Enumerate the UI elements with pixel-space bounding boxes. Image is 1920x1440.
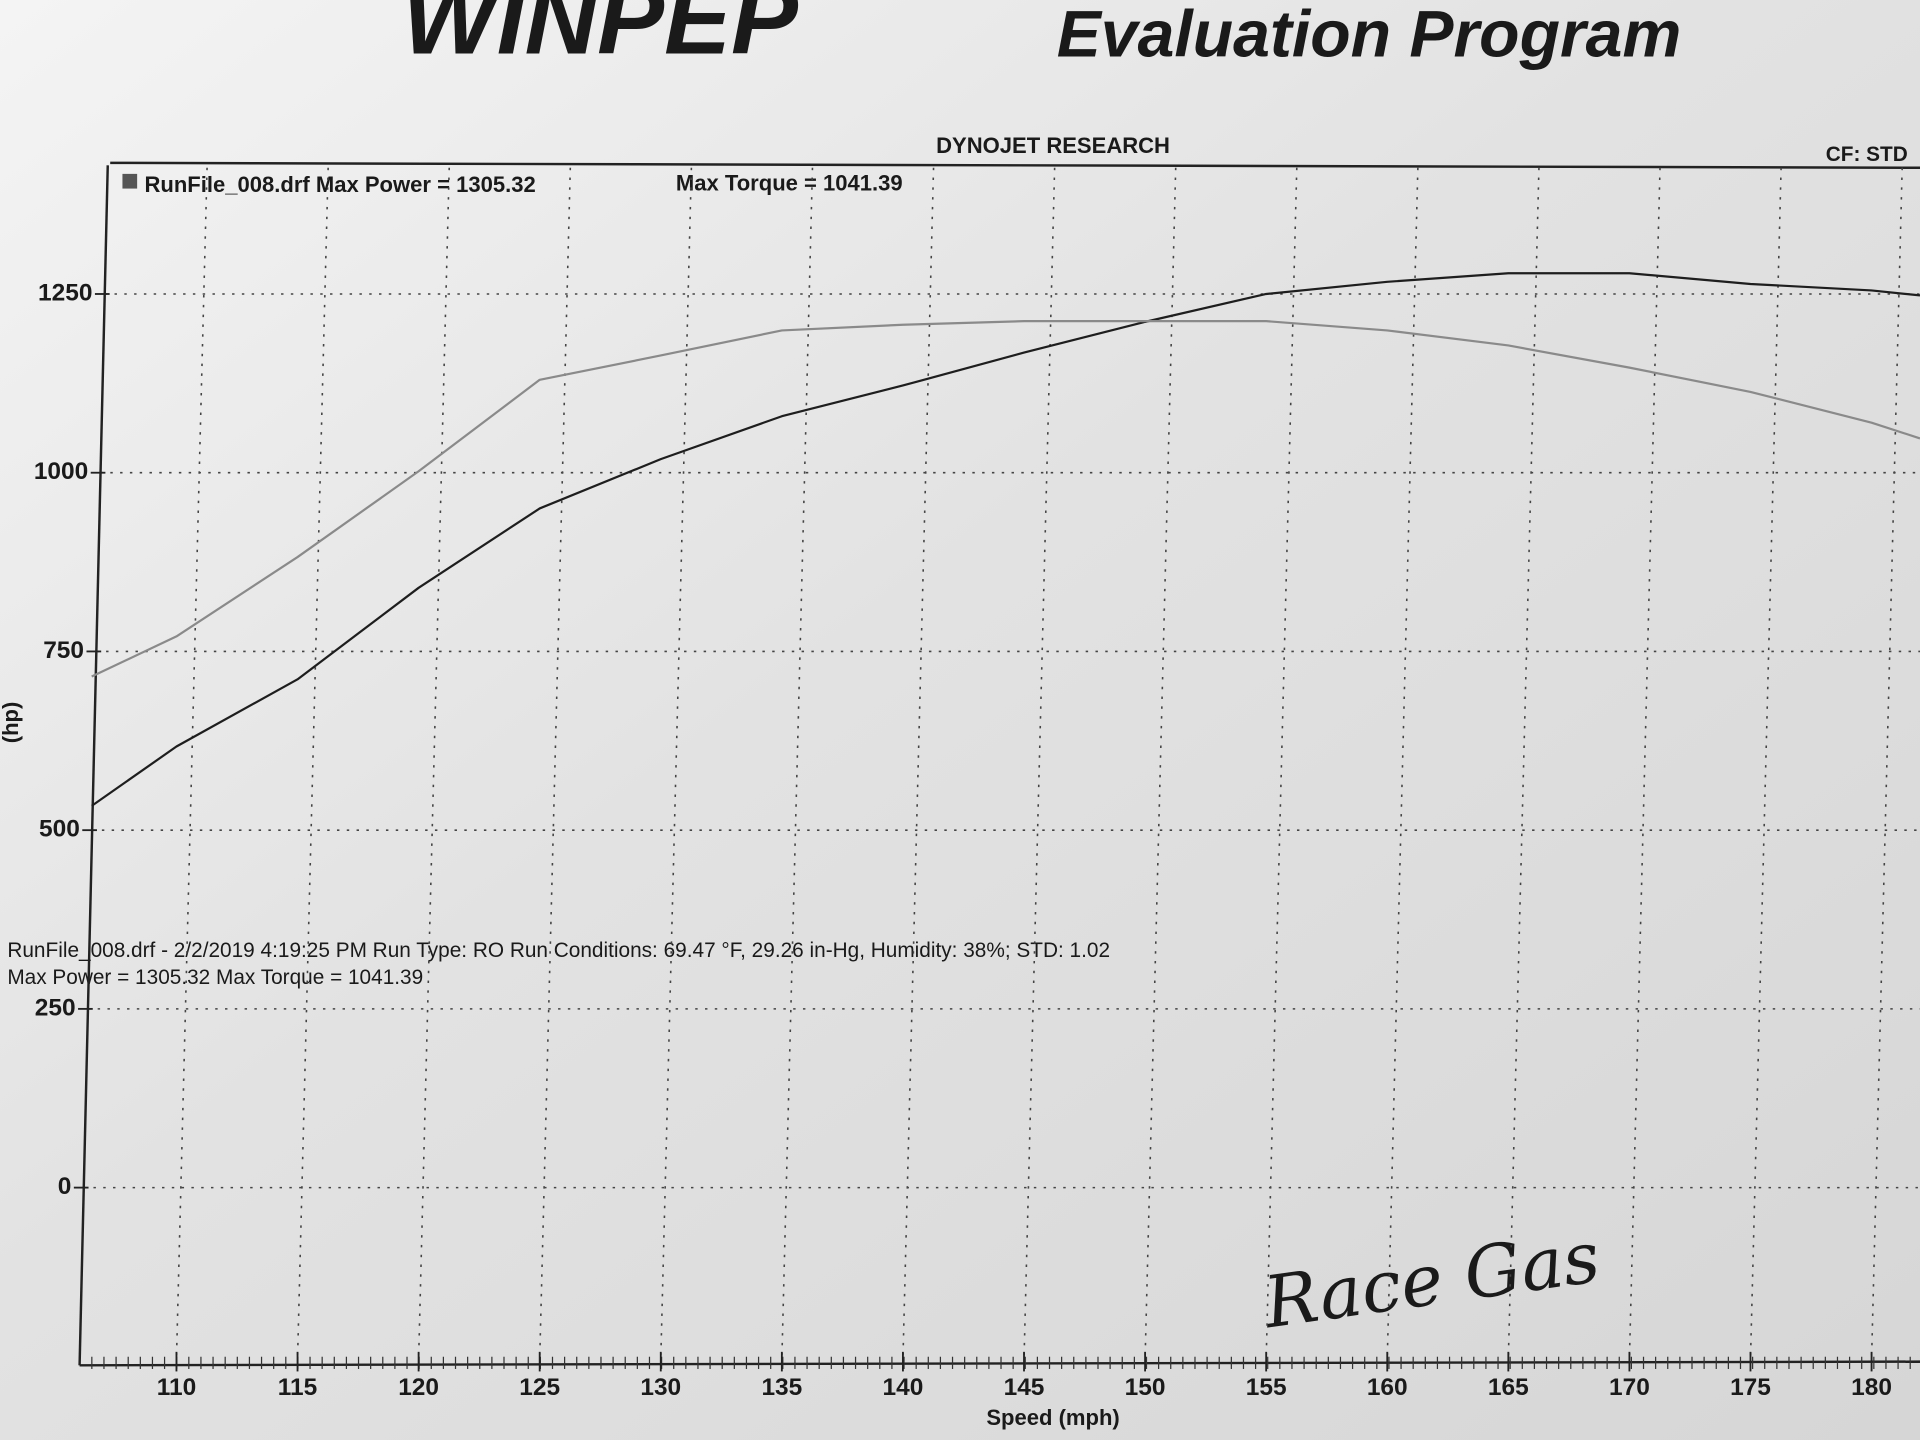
data-line: [91, 272, 1920, 807]
y-tick-label: 750: [43, 637, 84, 664]
x-tick-label: 180: [1851, 1374, 1892, 1401]
x-tick-label: 130: [640, 1374, 681, 1401]
plot-top-border: [110, 161, 1920, 169]
y-axis-line: [78, 165, 109, 1366]
x-tick-label: 150: [1125, 1374, 1166, 1401]
y-tick-label: 1250: [38, 279, 92, 306]
run-info: Max Power = 1305.32 Max Torque = 1041.39: [7, 966, 423, 989]
x-tick-label: 135: [761, 1374, 802, 1401]
x-axis-label: Speed (mph): [986, 1405, 1119, 1430]
x-tick-label: 110: [157, 1374, 196, 1401]
x-tick-label: 140: [883, 1374, 924, 1401]
x-tick-label: 120: [398, 1374, 439, 1401]
x-tick-label: 155: [1246, 1374, 1287, 1401]
y-tick-label: 250: [35, 994, 76, 1021]
subtitle: DYNOJET RESEARCH: [936, 133, 1170, 158]
y-tick-label: 0: [58, 1173, 72, 1200]
legend-swatch: [122, 173, 138, 189]
legend-text: RunFile_008.drf Max Power = 1305.32: [144, 172, 535, 197]
x-tick-label: 125: [519, 1374, 560, 1401]
x-tick-label: 175: [1730, 1374, 1771, 1401]
title: Evaluation Program: [1057, 0, 1682, 72]
run-info: RunFile_008.drf - 2/2/2019 4:19:25 PM Ru…: [7, 939, 1110, 962]
x-tick-label: 145: [1004, 1374, 1045, 1401]
x-axis-line: [79, 1360, 1920, 1367]
logo: WINPEP: [402, 0, 799, 75]
x-tick-label: 170: [1609, 1374, 1650, 1401]
data-line: [91, 320, 1920, 678]
y-axis-label: (hp): [0, 702, 23, 744]
legend-text: Max Torque = 1041.39: [676, 171, 903, 196]
correction-factor: CF: STD: [1826, 143, 1908, 166]
x-tick-label: 165: [1488, 1374, 1529, 1401]
y-tick-label: 1000: [34, 458, 88, 485]
x-tick-label: 160: [1367, 1374, 1408, 1401]
y-tick-label: 500: [39, 816, 80, 843]
x-tick-label: 115: [278, 1374, 317, 1401]
